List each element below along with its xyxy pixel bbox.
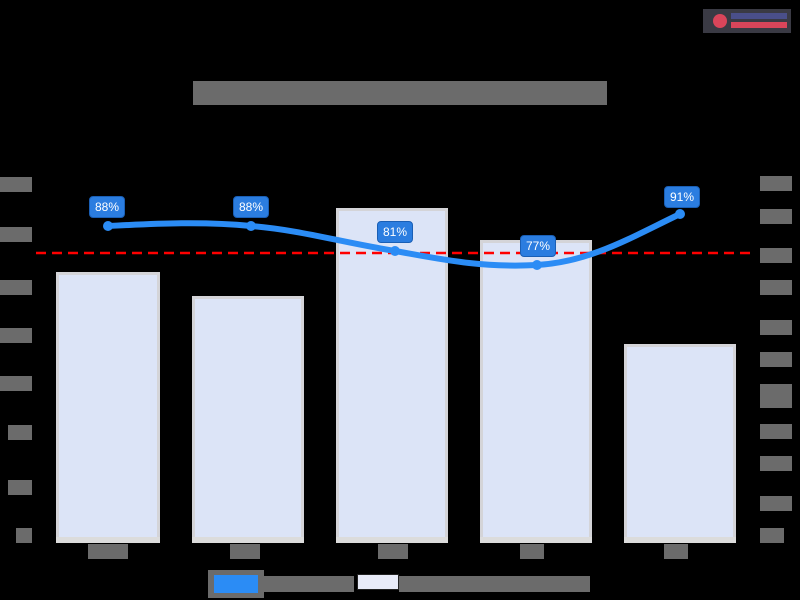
left-axis-label (0, 328, 32, 343)
legend-line-label[interactable] (264, 576, 354, 592)
bar-base (480, 537, 592, 543)
x-axis-label (520, 544, 544, 559)
data-label: 88% (233, 196, 270, 218)
right-axis-label (760, 496, 792, 511)
chart-title (193, 81, 607, 105)
left-axis-label (8, 480, 32, 495)
bar-2020[interactable] (192, 296, 304, 537)
data-label: 88% (89, 196, 126, 218)
left-axis-label (0, 376, 32, 391)
x-axis-label (664, 544, 688, 559)
legend-line-swatch[interactable] (208, 570, 264, 598)
right-axis-label (760, 352, 792, 367)
legend-bar-swatch[interactable] (357, 574, 399, 590)
bar-2019[interactable] (56, 272, 160, 537)
right-axis-label (760, 528, 784, 543)
data-label: 91% (664, 186, 701, 208)
bar-2022[interactable] (480, 240, 592, 537)
legend-bar-label[interactable] (399, 576, 590, 592)
right-axis-label (760, 424, 792, 439)
bar-base (336, 537, 448, 543)
brand-logo (703, 9, 791, 33)
line-point[interactable] (390, 246, 400, 256)
bar-base (624, 537, 736, 543)
right-axis-label (760, 176, 792, 191)
right-axis-label (760, 248, 792, 263)
right-axis-label (760, 384, 792, 408)
x-axis-label (88, 544, 128, 559)
line-point[interactable] (532, 260, 542, 270)
data-label: 77% (520, 235, 557, 257)
left-axis-label (0, 280, 32, 295)
x-axis-label (230, 544, 260, 559)
legend (208, 570, 593, 598)
right-axis-label (760, 320, 792, 335)
bar-2021[interactable] (336, 208, 448, 537)
left-axis-label (16, 528, 32, 543)
right-axis-label (760, 456, 792, 471)
left-axis-label (0, 227, 32, 242)
bar-base (192, 537, 304, 543)
right-axis-label (760, 209, 792, 224)
logo-text-top (731, 13, 787, 19)
left-axis-label (8, 425, 32, 440)
left-axis-label (0, 177, 32, 192)
line-point[interactable] (246, 221, 256, 231)
bar-base (56, 537, 160, 543)
data-label: 81% (377, 221, 414, 243)
legend-line-swatch-color (214, 575, 258, 593)
logo-text-bottom (731, 22, 787, 28)
logo-globe-icon (713, 14, 727, 28)
line-point[interactable] (103, 221, 113, 231)
x-axis-label (378, 544, 408, 559)
right-axis-label (760, 280, 792, 295)
line-point[interactable] (675, 209, 685, 219)
bar-2023[interactable] (624, 344, 736, 537)
